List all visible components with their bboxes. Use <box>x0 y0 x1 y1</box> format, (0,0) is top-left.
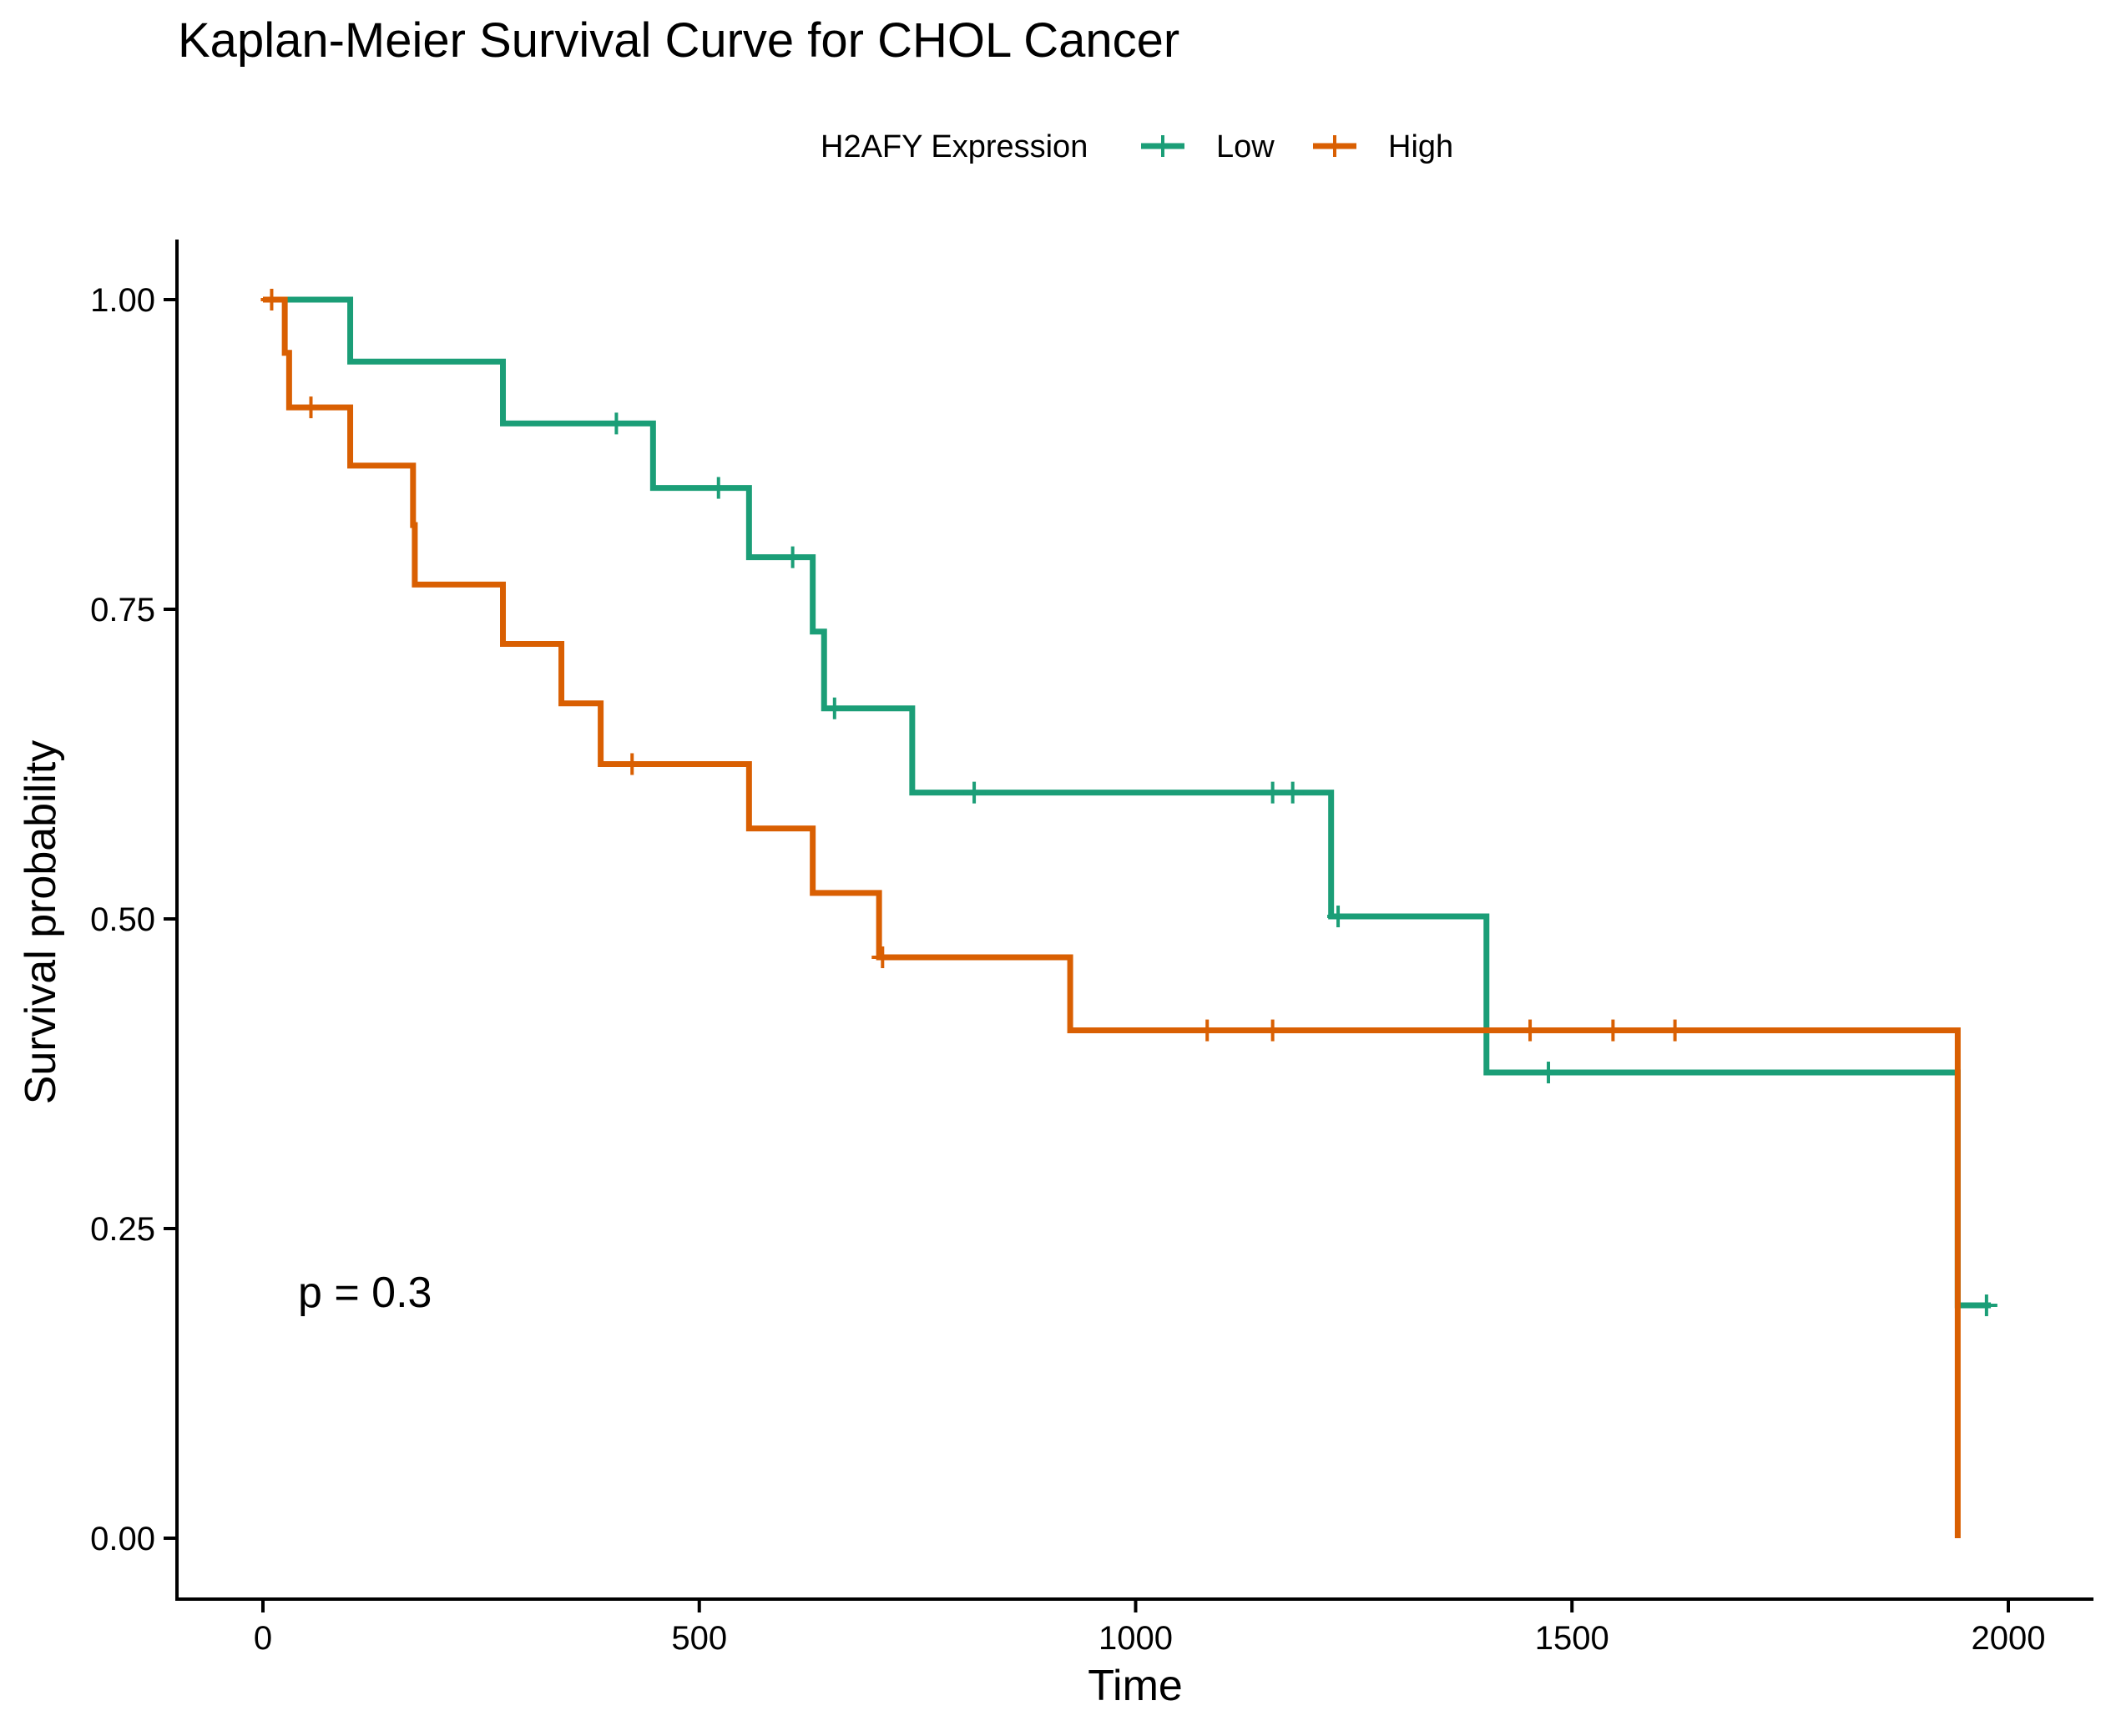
x-tick-label: 500 <box>671 1620 727 1657</box>
survival-curve-high <box>263 300 1957 1538</box>
legend-item-low: Low <box>1141 129 1275 164</box>
y-tick-label: 0.25 <box>90 1211 155 1248</box>
x-tick-label: 0 <box>254 1620 272 1657</box>
y-axis-label: Survival probability <box>17 740 65 1104</box>
legend-title: H2AFY Expression <box>821 129 1088 164</box>
legend-items: Low High <box>1141 129 1453 164</box>
axes: 0 500 1000 1500 2000 0.00 0.25 0.50 0.75 1.00 <box>90 240 2093 1657</box>
y-tick-label: 0.00 <box>90 1521 155 1557</box>
p-value-annotation: p = 0.3 <box>298 1269 432 1317</box>
legend-item-high: High <box>1313 129 1453 164</box>
x-axis-label: Time <box>1088 1662 1183 1710</box>
legend-label: High <box>1388 129 1453 164</box>
survival-curve-low <box>263 300 1991 1305</box>
y-tick-label: 1.00 <box>90 282 155 319</box>
x-tick-label: 1500 <box>1535 1620 1609 1657</box>
series-low <box>263 300 1997 1316</box>
x-tick-label: 1000 <box>1098 1620 1173 1657</box>
x-tick-label: 2000 <box>1972 1620 2046 1657</box>
y-tick-label: 0.50 <box>90 901 155 938</box>
series-layer <box>260 289 1997 1538</box>
chart-title: Kaplan-Meier Survival Curve for CHOL Can… <box>178 13 1179 68</box>
series-high <box>260 289 1957 1538</box>
legend: H2AFY Expression Low High <box>821 129 1453 164</box>
y-tick-label: 0.75 <box>90 592 155 628</box>
legend-label: Low <box>1216 129 1275 164</box>
